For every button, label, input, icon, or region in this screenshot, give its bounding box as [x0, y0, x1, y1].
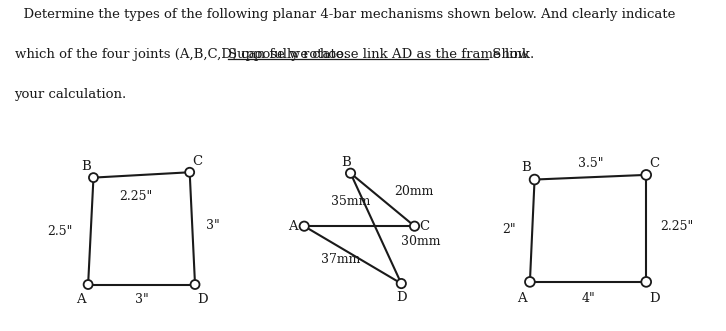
Text: B: B — [521, 162, 531, 174]
Text: C: C — [192, 155, 203, 168]
Text: 3.5": 3.5" — [578, 157, 603, 170]
Text: which of the four joints (A,B,C,D) can fully rotate.: which of the four joints (A,B,C,D) can f… — [15, 48, 351, 61]
Circle shape — [641, 277, 651, 287]
Text: 30mm: 30mm — [401, 235, 441, 248]
Text: 3": 3" — [205, 219, 219, 232]
Text: Show: Show — [488, 48, 529, 61]
Circle shape — [83, 280, 93, 289]
Circle shape — [410, 221, 419, 231]
Text: D: D — [197, 293, 208, 306]
Circle shape — [530, 175, 539, 184]
Circle shape — [190, 280, 200, 289]
Text: 35mm: 35mm — [331, 195, 370, 209]
Text: A: A — [76, 293, 86, 306]
Circle shape — [300, 221, 309, 231]
Circle shape — [525, 277, 535, 287]
Circle shape — [396, 279, 406, 288]
Text: 2.25": 2.25" — [120, 190, 153, 203]
Text: Determine the types of the following planar 4-bar mechanisms shown below. And cl: Determine the types of the following pla… — [15, 8, 675, 21]
Text: C: C — [649, 157, 659, 170]
Text: D: D — [649, 292, 660, 305]
Text: D: D — [396, 291, 407, 305]
Text: B: B — [341, 156, 351, 169]
Text: B: B — [81, 161, 91, 173]
Text: 37mm: 37mm — [321, 253, 360, 266]
Circle shape — [346, 168, 355, 178]
Text: 4": 4" — [582, 292, 595, 305]
Text: 3": 3" — [135, 293, 148, 306]
Text: A: A — [288, 220, 298, 233]
Text: Suppose we choose link AD as the frame link.: Suppose we choose link AD as the frame l… — [228, 48, 534, 61]
Circle shape — [641, 170, 651, 180]
Text: 2.25": 2.25" — [660, 219, 693, 233]
Circle shape — [89, 173, 98, 182]
Circle shape — [185, 168, 194, 177]
Text: A: A — [517, 292, 526, 305]
Text: 2": 2" — [502, 223, 516, 236]
Text: C: C — [420, 220, 430, 233]
Text: 2.5": 2.5" — [46, 224, 72, 238]
Text: your calculation.: your calculation. — [15, 88, 127, 101]
Text: 20mm: 20mm — [395, 185, 434, 199]
